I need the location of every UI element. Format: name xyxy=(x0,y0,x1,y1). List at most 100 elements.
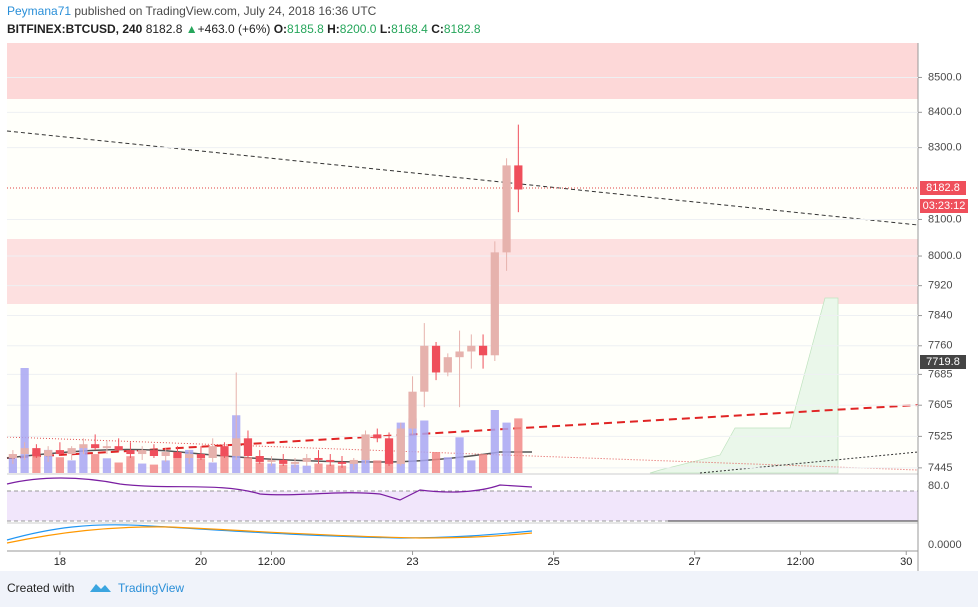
volume-bar xyxy=(514,418,523,473)
y-tick-label: 8400.0 xyxy=(928,106,962,118)
volume-bar xyxy=(373,460,382,473)
x-tick-label: 12:00 xyxy=(787,556,815,568)
candle-body xyxy=(149,450,159,457)
c-label: C: xyxy=(431,22,444,36)
y-tick-label: 8500.0 xyxy=(928,71,962,83)
volume-bar xyxy=(32,452,41,473)
candle-body xyxy=(302,457,311,462)
candle-body xyxy=(67,448,76,455)
volume-bar xyxy=(243,457,253,473)
l: 8168.4 xyxy=(391,22,428,36)
candle-body xyxy=(126,450,135,455)
volume-bar xyxy=(467,460,476,473)
signal-line xyxy=(6,526,533,544)
volume-bar xyxy=(126,456,135,473)
o-label: O: xyxy=(274,22,287,36)
x-tick-label: 25 xyxy=(547,556,559,568)
candle-body xyxy=(55,450,65,455)
footer-created: Created with xyxy=(7,581,74,595)
volume-bar xyxy=(208,462,217,473)
candle-body xyxy=(361,434,370,460)
candle-body xyxy=(161,452,170,457)
header-line: BITFINEX:BTCUSD, 240 8182.8 ▲+463.0 (+6%… xyxy=(7,22,481,36)
volume-bar xyxy=(91,454,100,473)
y-tick-label: 7445 xyxy=(928,462,952,474)
h: 8200.0 xyxy=(340,22,377,36)
candle-body xyxy=(443,357,452,373)
footer-bg xyxy=(0,571,978,607)
resistance-zone xyxy=(7,239,918,304)
candle-body xyxy=(196,454,206,458)
volume-bar xyxy=(267,463,276,473)
candle-body xyxy=(255,456,264,462)
o: 8185.8 xyxy=(287,22,324,36)
rsi-line xyxy=(6,477,533,501)
projection-area xyxy=(649,297,839,474)
candle-body xyxy=(431,345,441,373)
volume-bar xyxy=(196,458,206,473)
footer-brand[interactable]: TradingView xyxy=(118,581,184,595)
rsi-tick-label: 80.0 xyxy=(928,480,949,492)
volume-bar xyxy=(220,453,229,473)
resistance-zone xyxy=(7,43,918,99)
candle-body xyxy=(243,438,253,457)
trend-line xyxy=(6,436,919,471)
volume-bar xyxy=(114,462,123,473)
y-tick-label: 7760 xyxy=(928,340,952,352)
x-tick-label: 27 xyxy=(689,556,701,568)
volume-bar xyxy=(314,463,323,473)
candle-body xyxy=(232,438,241,457)
logo xyxy=(90,584,111,592)
macd-line xyxy=(6,524,533,541)
volume-bar xyxy=(173,455,182,473)
change: +463.0 (+6%) xyxy=(198,22,271,36)
y-tick-label: 7605 xyxy=(928,399,952,411)
volume-bar xyxy=(361,458,370,473)
marks xyxy=(7,76,918,473)
l-label: L: xyxy=(380,22,391,36)
candle-body xyxy=(102,446,112,449)
candle-body xyxy=(220,446,229,457)
ma-box xyxy=(920,355,966,369)
y-tick-label: 8000.0 xyxy=(928,250,962,262)
countdown-box xyxy=(920,199,968,213)
volume-bar xyxy=(302,465,311,473)
x-tick-label: 20 xyxy=(195,556,207,568)
volume-bar xyxy=(408,418,417,473)
candle-body xyxy=(514,165,523,190)
candle-body xyxy=(208,446,217,458)
volume-bar xyxy=(455,437,464,473)
published: published on TradingView.com, July 24, 2… xyxy=(71,4,377,18)
volume-bar xyxy=(490,410,499,473)
ma-label: 7719.8 xyxy=(926,356,960,368)
symbol: BITFINEX:BTCUSD, 240 xyxy=(7,22,143,36)
volume-bar xyxy=(337,465,347,473)
y-tick-label: 7840 xyxy=(928,309,952,321)
price-axis xyxy=(918,43,978,551)
candle-body xyxy=(8,454,17,458)
y-tick-label: 8300.0 xyxy=(928,142,962,154)
candle-body xyxy=(290,461,300,464)
rsi-band xyxy=(7,491,918,521)
volume-bar xyxy=(255,462,264,473)
volume-bar xyxy=(138,463,147,473)
volume-bar xyxy=(420,420,429,473)
volume-bar xyxy=(431,452,441,473)
macd-tick-label: 0.0000 xyxy=(928,539,962,551)
candle-body xyxy=(91,444,100,449)
x-tick-label: 18 xyxy=(54,556,66,568)
volume-bar xyxy=(79,447,88,473)
last: 8182.8 xyxy=(146,22,183,36)
x-tick-label: 12:00 xyxy=(258,556,286,568)
candle-body xyxy=(373,434,382,439)
candle-body xyxy=(478,345,488,356)
h-label: H: xyxy=(327,22,340,36)
candle-body xyxy=(79,444,88,449)
volume-bar xyxy=(326,464,335,473)
candle-body xyxy=(502,165,511,253)
x-tick-label: 23 xyxy=(406,556,418,568)
candle-body xyxy=(173,452,182,458)
volume-bar xyxy=(279,464,288,473)
y-tick-label: 7525 xyxy=(928,430,952,442)
